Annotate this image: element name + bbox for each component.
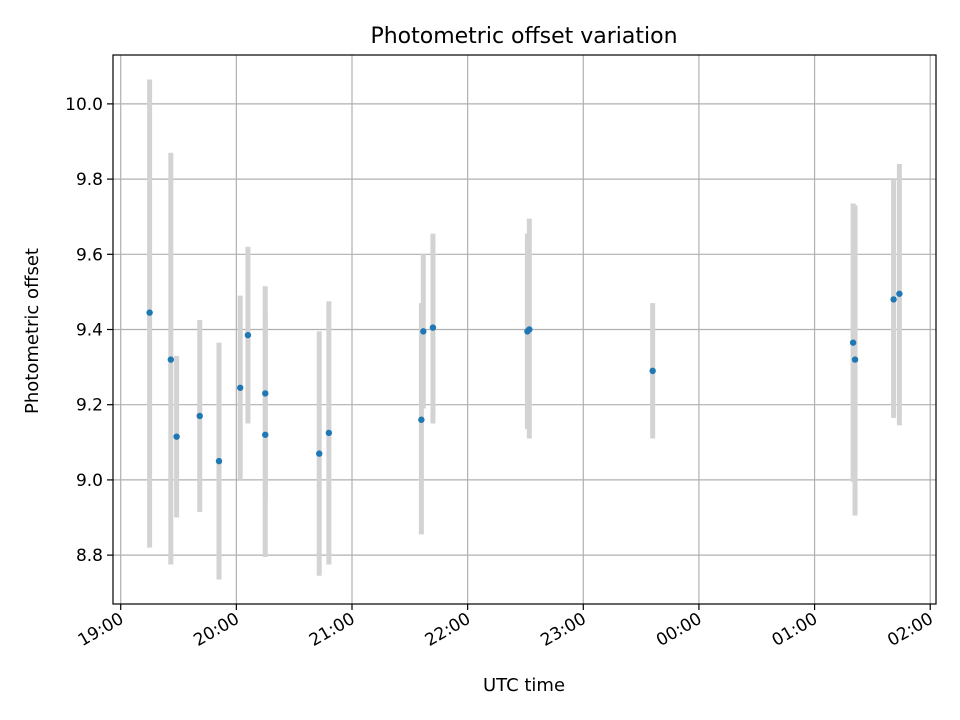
data-point [649, 367, 656, 375]
x-axis-label: UTC time [483, 675, 565, 696]
data-point [851, 356, 859, 363]
data-point [262, 431, 269, 438]
y-tick-label: 9.6 [76, 245, 103, 265]
data-point [262, 390, 269, 397]
y-tick-label: 9.2 [76, 396, 103, 416]
data-point [167, 356, 175, 363]
data-point [420, 328, 427, 335]
data-point [526, 326, 533, 333]
y-tick-label: 10.0 [65, 95, 103, 115]
data-points [146, 290, 903, 465]
data-point [244, 331, 252, 339]
data-point [146, 309, 153, 316]
data-point [429, 324, 437, 331]
y-tick-label: 9.0 [76, 471, 103, 491]
data-point [325, 429, 333, 437]
y-tick-label: 9.8 [76, 170, 103, 190]
chart-title: Photometric offset variation [370, 24, 677, 49]
y-tick-label: 9.4 [76, 321, 103, 341]
y-axis-label: Photometric offset [22, 248, 43, 414]
data-point [896, 290, 903, 297]
data-point [316, 450, 323, 457]
data-point [215, 457, 223, 465]
data-point [173, 433, 180, 440]
y-tick-label: 8.8 [76, 546, 103, 566]
data-point [890, 296, 897, 303]
data-point [849, 339, 857, 346]
data-point [237, 384, 244, 391]
data-point [418, 416, 425, 423]
data-point [196, 412, 203, 420]
